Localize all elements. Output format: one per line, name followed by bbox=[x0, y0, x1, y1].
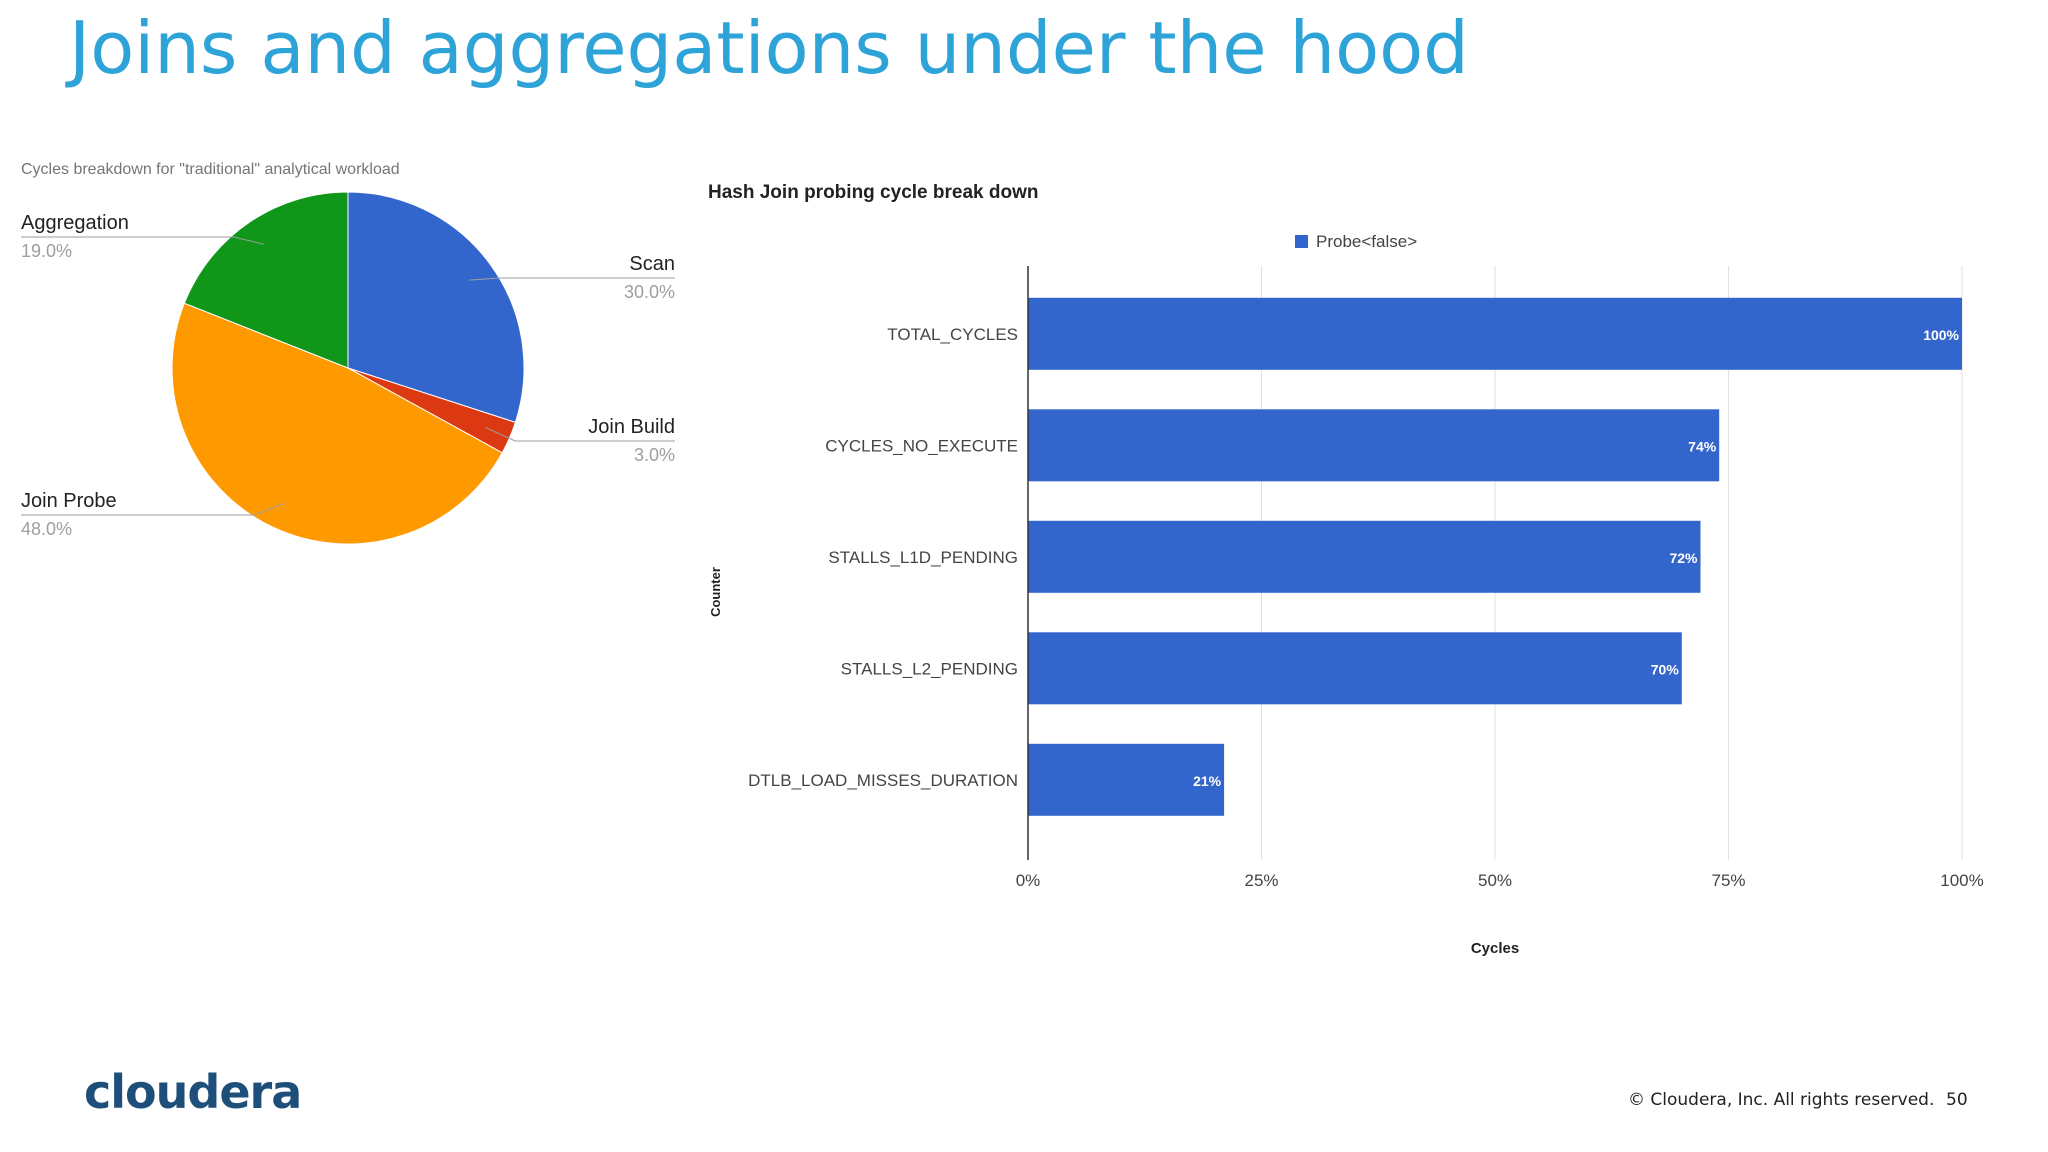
legend-swatch bbox=[1295, 235, 1308, 248]
pie-label-scan: Scan bbox=[629, 253, 675, 275]
pie-label-join-build: Join Build bbox=[588, 416, 675, 438]
cloudera-logo: cloudera bbox=[84, 1065, 302, 1119]
bar-data-label-cycles-no-execute: 74% bbox=[1688, 438, 1717, 454]
y-category-label-stalls-l1d-pending: STALLS_L1D_PENDING bbox=[828, 548, 1018, 567]
y-category-label-total-cycles: TOTAL_CYCLES bbox=[887, 325, 1018, 344]
x-tick-label: 25% bbox=[1244, 871, 1278, 890]
y-category-label-stalls-l2-pending: STALLS_L2_PENDING bbox=[841, 659, 1018, 678]
bar-dtlb-load-misses-duration bbox=[1028, 743, 1225, 816]
bar-cycles-no-execute bbox=[1028, 409, 1720, 482]
pie-chart-title: Cycles breakdown for "traditional" analy… bbox=[21, 161, 400, 178]
pie-slice-join-probe bbox=[171, 302, 503, 545]
y-category-label-cycles-no-execute: CYCLES_NO_EXECUTE bbox=[825, 436, 1018, 455]
pie-leader-line-join-probe bbox=[21, 502, 285, 516]
pie-label-aggregation: Aggregation bbox=[21, 212, 129, 234]
pie-leader-line-aggregation bbox=[21, 236, 265, 245]
copyright-text: © Cloudera, Inc. All rights reserved. bbox=[1628, 1090, 1935, 1110]
legend-label: Probe<false> bbox=[1316, 232, 1417, 251]
x-tick-label: 50% bbox=[1478, 871, 1512, 890]
pie-slice-scan bbox=[347, 191, 525, 424]
pie-value-aggregation: 19.0% bbox=[21, 241, 72, 261]
x-axis-title: Cycles bbox=[1471, 940, 1519, 957]
pie-value-scan: 30.0% bbox=[624, 282, 675, 302]
pie-value-join-probe: 48.0% bbox=[21, 519, 72, 539]
x-tick-label: 0% bbox=[1016, 871, 1041, 890]
bar-chart: Hash Join probing cycle break down Probe… bbox=[708, 182, 1984, 957]
bar-chart-title: Hash Join probing cycle break down bbox=[708, 182, 1038, 203]
pie-value-join-build: 3.0% bbox=[634, 445, 675, 465]
pie-leader-line-scan bbox=[468, 277, 675, 281]
page-number: 50 bbox=[1946, 1090, 1968, 1110]
pie-slice-aggregation bbox=[183, 191, 349, 369]
x-tick-label: 100% bbox=[1940, 871, 1983, 890]
bar-data-label-stalls-l1d-pending: 72% bbox=[1669, 550, 1698, 566]
bar-total-cycles bbox=[1028, 297, 1962, 370]
bar-data-label-stalls-l2-pending: 70% bbox=[1651, 661, 1680, 677]
bar-data-label-dtlb-load-misses-duration: 21% bbox=[1193, 773, 1222, 789]
y-axis-title: Counter bbox=[708, 567, 723, 617]
pie-chart: Cycles breakdown for "traditional" analy… bbox=[21, 161, 675, 545]
x-tick-label: 75% bbox=[1711, 871, 1745, 890]
bar-stalls-l2-pending bbox=[1028, 632, 1682, 705]
bar-data-label-total-cycles: 100% bbox=[1923, 327, 1959, 343]
pie-leader-line-join-build bbox=[485, 426, 675, 442]
bar-stalls-l1d-pending bbox=[1028, 520, 1701, 593]
y-category-label-dtlb-load-misses-duration: DTLB_LOAD_MISSES_DURATION bbox=[748, 771, 1018, 790]
slide-title: Joins and aggregations under the hood bbox=[69, 6, 1469, 90]
pie-label-join-probe: Join Probe bbox=[21, 490, 117, 512]
